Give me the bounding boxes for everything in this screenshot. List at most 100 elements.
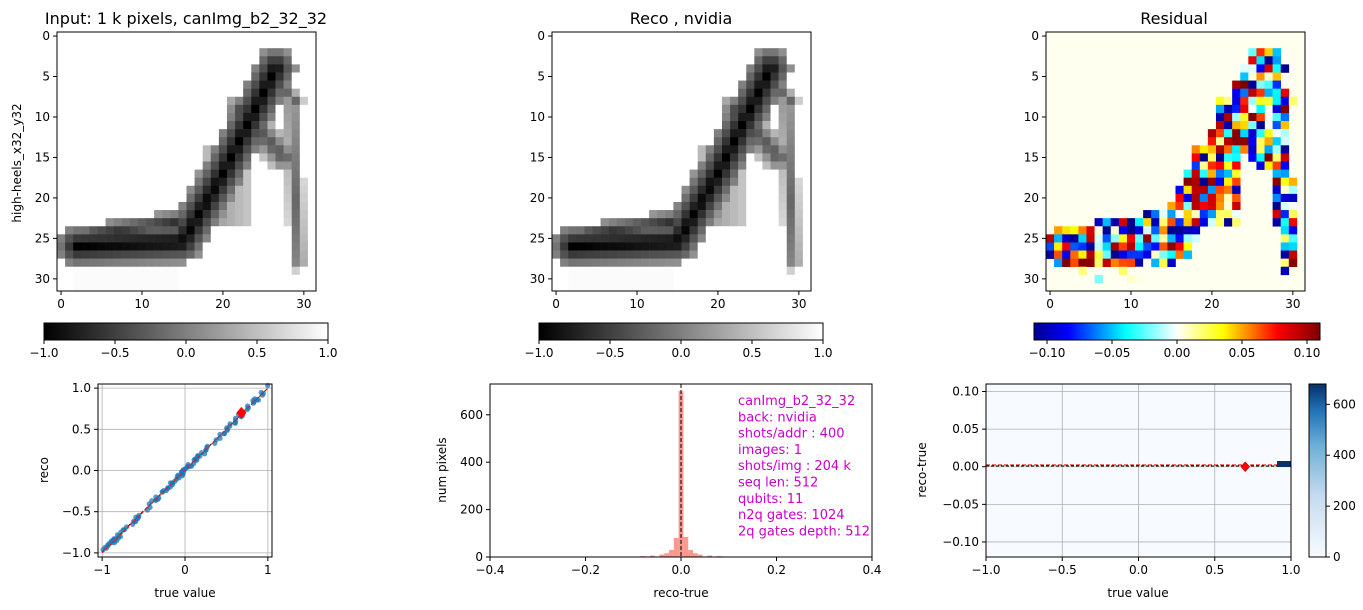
scatter-fit-line	[101, 387, 269, 554]
image-pixel	[97, 210, 106, 219]
image-pixel	[202, 153, 212, 162]
x-tick-label: 0.0	[1129, 563, 1148, 577]
image-pixel	[202, 104, 212, 114]
image-pixel	[1110, 226, 1120, 235]
image-pixel	[802, 32, 812, 41]
image-pixel	[1118, 242, 1128, 251]
image-pixel	[1224, 201, 1233, 211]
image-pixel	[162, 242, 171, 251]
image-pixel	[178, 210, 187, 219]
image-pixel	[1118, 250, 1128, 259]
image-pixel	[121, 96, 131, 106]
image-pixel	[1126, 274, 1136, 284]
image-pixel	[243, 72, 252, 81]
image-pixel	[1272, 48, 1282, 57]
image-pixel	[770, 210, 779, 219]
image-pixel	[307, 121, 317, 130]
x-tick-label: 0.0	[671, 563, 690, 577]
image-pixel	[129, 185, 139, 195]
image-pixel	[1232, 121, 1241, 130]
image-pixel	[778, 129, 788, 138]
image-pixel	[57, 56, 66, 65]
image-pixel	[81, 153, 90, 162]
image-pixel	[97, 129, 106, 138]
image-pixel	[105, 185, 114, 195]
image-pixel	[770, 250, 779, 259]
image-pixel	[1126, 234, 1136, 243]
y-tick-label: 15	[1024, 150, 1039, 164]
image-pixel	[681, 80, 690, 89]
image-pixel	[57, 258, 66, 268]
image-pixel	[57, 48, 66, 57]
image-pixel	[713, 258, 723, 268]
image-pixel	[689, 234, 698, 243]
image-pixel	[600, 266, 609, 276]
image-pixel	[1256, 56, 1265, 65]
image-pixel	[608, 40, 618, 49]
image-pixel	[592, 137, 601, 146]
image-pixel	[560, 121, 569, 130]
image-pixel	[641, 72, 650, 81]
image-pixel	[121, 88, 131, 98]
image-pixel	[113, 266, 123, 276]
image-pixel	[794, 282, 804, 292]
image-pixel	[576, 112, 585, 122]
image-pixel	[267, 169, 276, 178]
image-pixel	[584, 234, 593, 243]
image-pixel	[762, 137, 771, 146]
image-pixel	[641, 218, 650, 227]
image-pixel	[202, 32, 212, 41]
image-pixel	[568, 282, 577, 292]
image-pixel	[794, 32, 804, 41]
image-pixel	[584, 64, 593, 73]
image-pixel	[576, 56, 585, 65]
image-pixel	[770, 48, 779, 57]
y-tick-label: 0	[537, 29, 545, 43]
image-pixel	[137, 112, 147, 122]
image-pixel	[616, 258, 626, 268]
image-pixel	[600, 56, 609, 65]
image-pixel	[113, 96, 123, 106]
image-pixel	[251, 40, 260, 49]
image-pixel	[218, 72, 228, 81]
image-pixel	[283, 145, 293, 154]
image-pixel	[746, 145, 755, 154]
image-pixel	[89, 40, 98, 49]
image-pixel	[243, 32, 252, 41]
image-pixel	[754, 121, 763, 130]
image-pixel	[73, 129, 82, 138]
image-pixel	[1256, 64, 1265, 73]
image-pixel	[235, 40, 244, 49]
image-pixel	[721, 153, 731, 162]
image-pixel	[1272, 185, 1282, 195]
image-pixel	[307, 40, 317, 49]
image-pixel	[641, 96, 650, 106]
image-pixel	[576, 129, 585, 138]
image-pixel	[267, 121, 276, 130]
image-pixel	[81, 96, 90, 106]
image-pixel	[608, 169, 618, 178]
image-pixel	[746, 250, 755, 259]
image-pixel	[746, 96, 755, 106]
image-pixel	[218, 40, 228, 49]
image-pixel	[657, 161, 666, 170]
image-pixel	[1199, 153, 1209, 162]
image-pixel	[89, 153, 98, 162]
image-pixel	[210, 177, 220, 187]
image-pixel	[121, 266, 131, 276]
image-pixel	[657, 242, 666, 251]
image-pixel	[802, 282, 812, 292]
image-pixel	[121, 40, 131, 49]
image-pixel	[267, 112, 276, 122]
image-pixel	[291, 177, 301, 187]
image-pixel	[137, 185, 147, 195]
image-pixel	[673, 48, 682, 57]
image-pixel	[65, 177, 74, 187]
image-pixel	[608, 242, 618, 251]
image-pixel	[689, 48, 698, 57]
image-pixel	[681, 274, 690, 284]
image-pixel	[673, 282, 682, 292]
image-pixel	[1151, 218, 1160, 227]
image-pixel	[73, 88, 82, 98]
image-pixel	[665, 56, 674, 65]
